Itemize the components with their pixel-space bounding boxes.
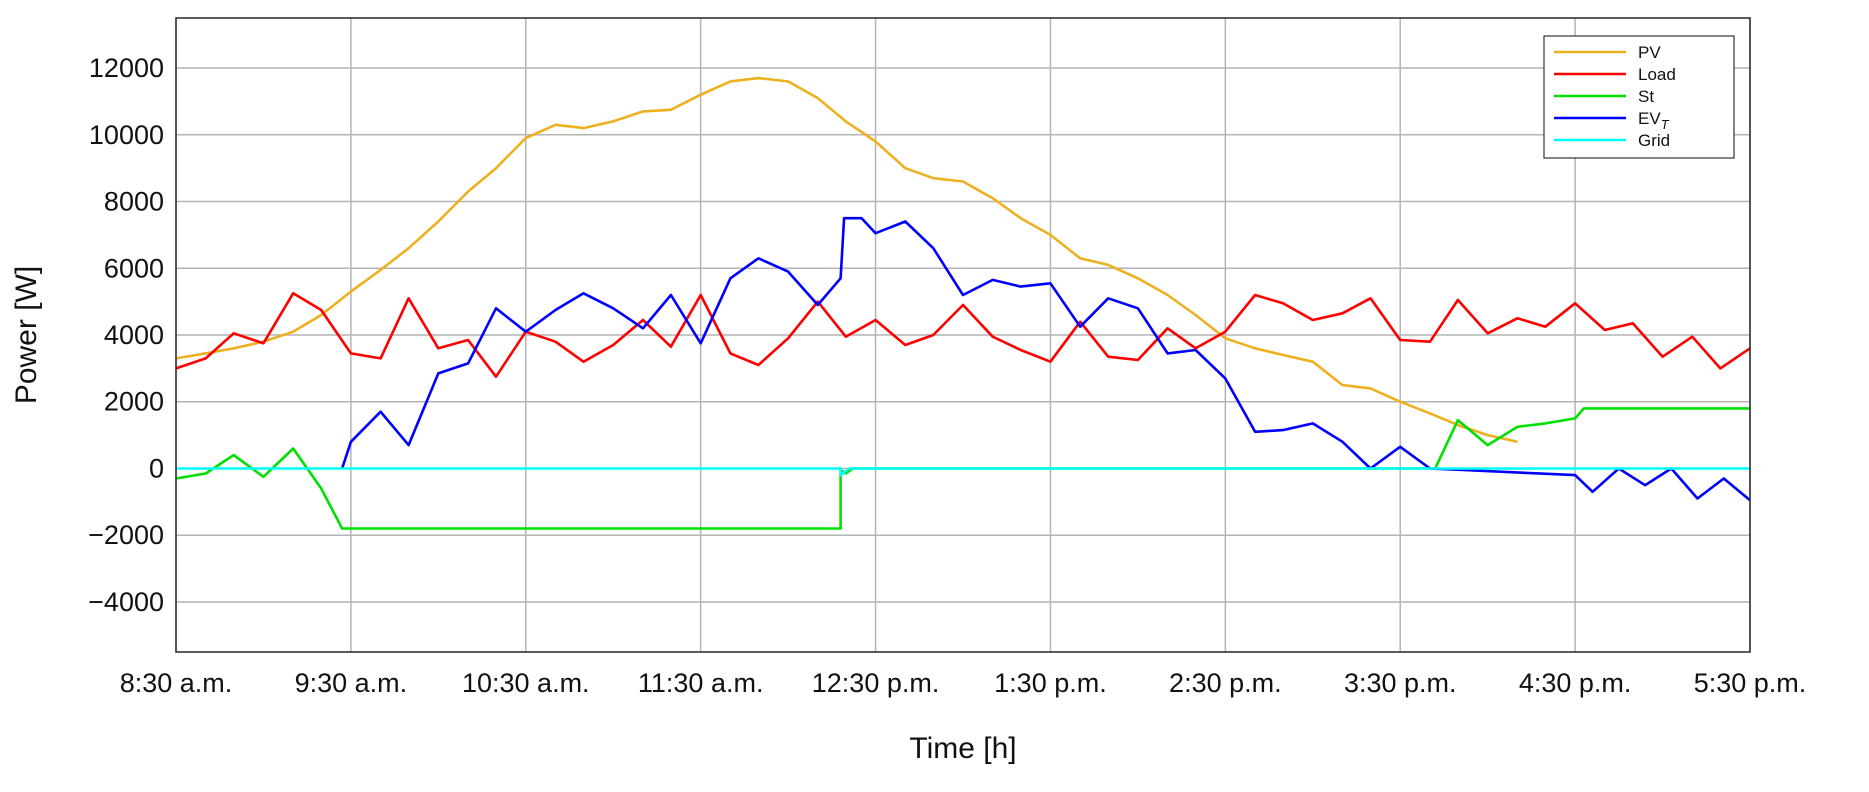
- x-tick-label: 10:30 a.m.: [462, 668, 590, 698]
- y-tick-label: 2000: [104, 387, 164, 417]
- legend-entry: Grid: [1638, 131, 1670, 150]
- legend-label: Grid: [1638, 131, 1670, 150]
- y-tick-label: 4000: [104, 320, 164, 350]
- x-tick-label: 4:30 p.m.: [1519, 668, 1632, 698]
- plot-area: [175, 17, 1751, 653]
- x-axis-label: Time [h]: [909, 732, 1016, 765]
- legend-entry: St: [1638, 87, 1654, 106]
- y-tick-label: 10000: [89, 120, 164, 150]
- x-tick-label: 9:30 a.m.: [295, 668, 408, 698]
- y-axis-label: Power [W]: [10, 266, 43, 404]
- x-tick-label: 1:30 p.m.: [994, 668, 1107, 698]
- legend-label: Load: [1638, 65, 1676, 84]
- x-tick-label: 3:30 p.m.: [1344, 668, 1457, 698]
- y-tick-label: −2000: [88, 520, 164, 550]
- x-tick-label: 2:30 p.m.: [1169, 668, 1282, 698]
- x-tick-label: 8:30 a.m.: [120, 668, 233, 698]
- series-line-st: [175, 407, 1750, 530]
- series-line-load: [175, 291, 1751, 379]
- legend-subscript: T: [1661, 117, 1670, 132]
- y-tick-label: −4000: [88, 587, 164, 617]
- legend-label: PV: [1638, 43, 1661, 62]
- grid: [175, 18, 1751, 652]
- legend-label: EV: [1638, 109, 1661, 128]
- y-axis-ticks: 12000 10000 8000 6000 4000 2000 0 −2000 −4000: [88, 53, 164, 617]
- legend-entry: EVT: [1638, 109, 1670, 132]
- y-tick-label: 8000: [104, 187, 164, 217]
- legend-entry: PV: [1638, 43, 1661, 62]
- y-tick-label: 6000: [104, 253, 164, 283]
- series-lines: [175, 76, 1751, 530]
- legend-label: St: [1638, 87, 1654, 106]
- legend-entry: Load: [1638, 65, 1676, 84]
- y-tick-label: 12000: [89, 53, 164, 83]
- x-axis-ticks: 8:30 a.m. 9:30 a.m. 10:30 a.m. 11:30 a.m. 12…: [120, 668, 1807, 698]
- y-tick-label: 0: [149, 453, 164, 483]
- x-tick-label: 11:30 a.m.: [638, 668, 764, 698]
- x-tick-label: 12:30 p.m.: [812, 668, 940, 698]
- series-line-pv: [175, 76, 1518, 444]
- series-line-grid: [176, 467, 1750, 477]
- x-tick-label: 5:30 p.m.: [1694, 668, 1807, 698]
